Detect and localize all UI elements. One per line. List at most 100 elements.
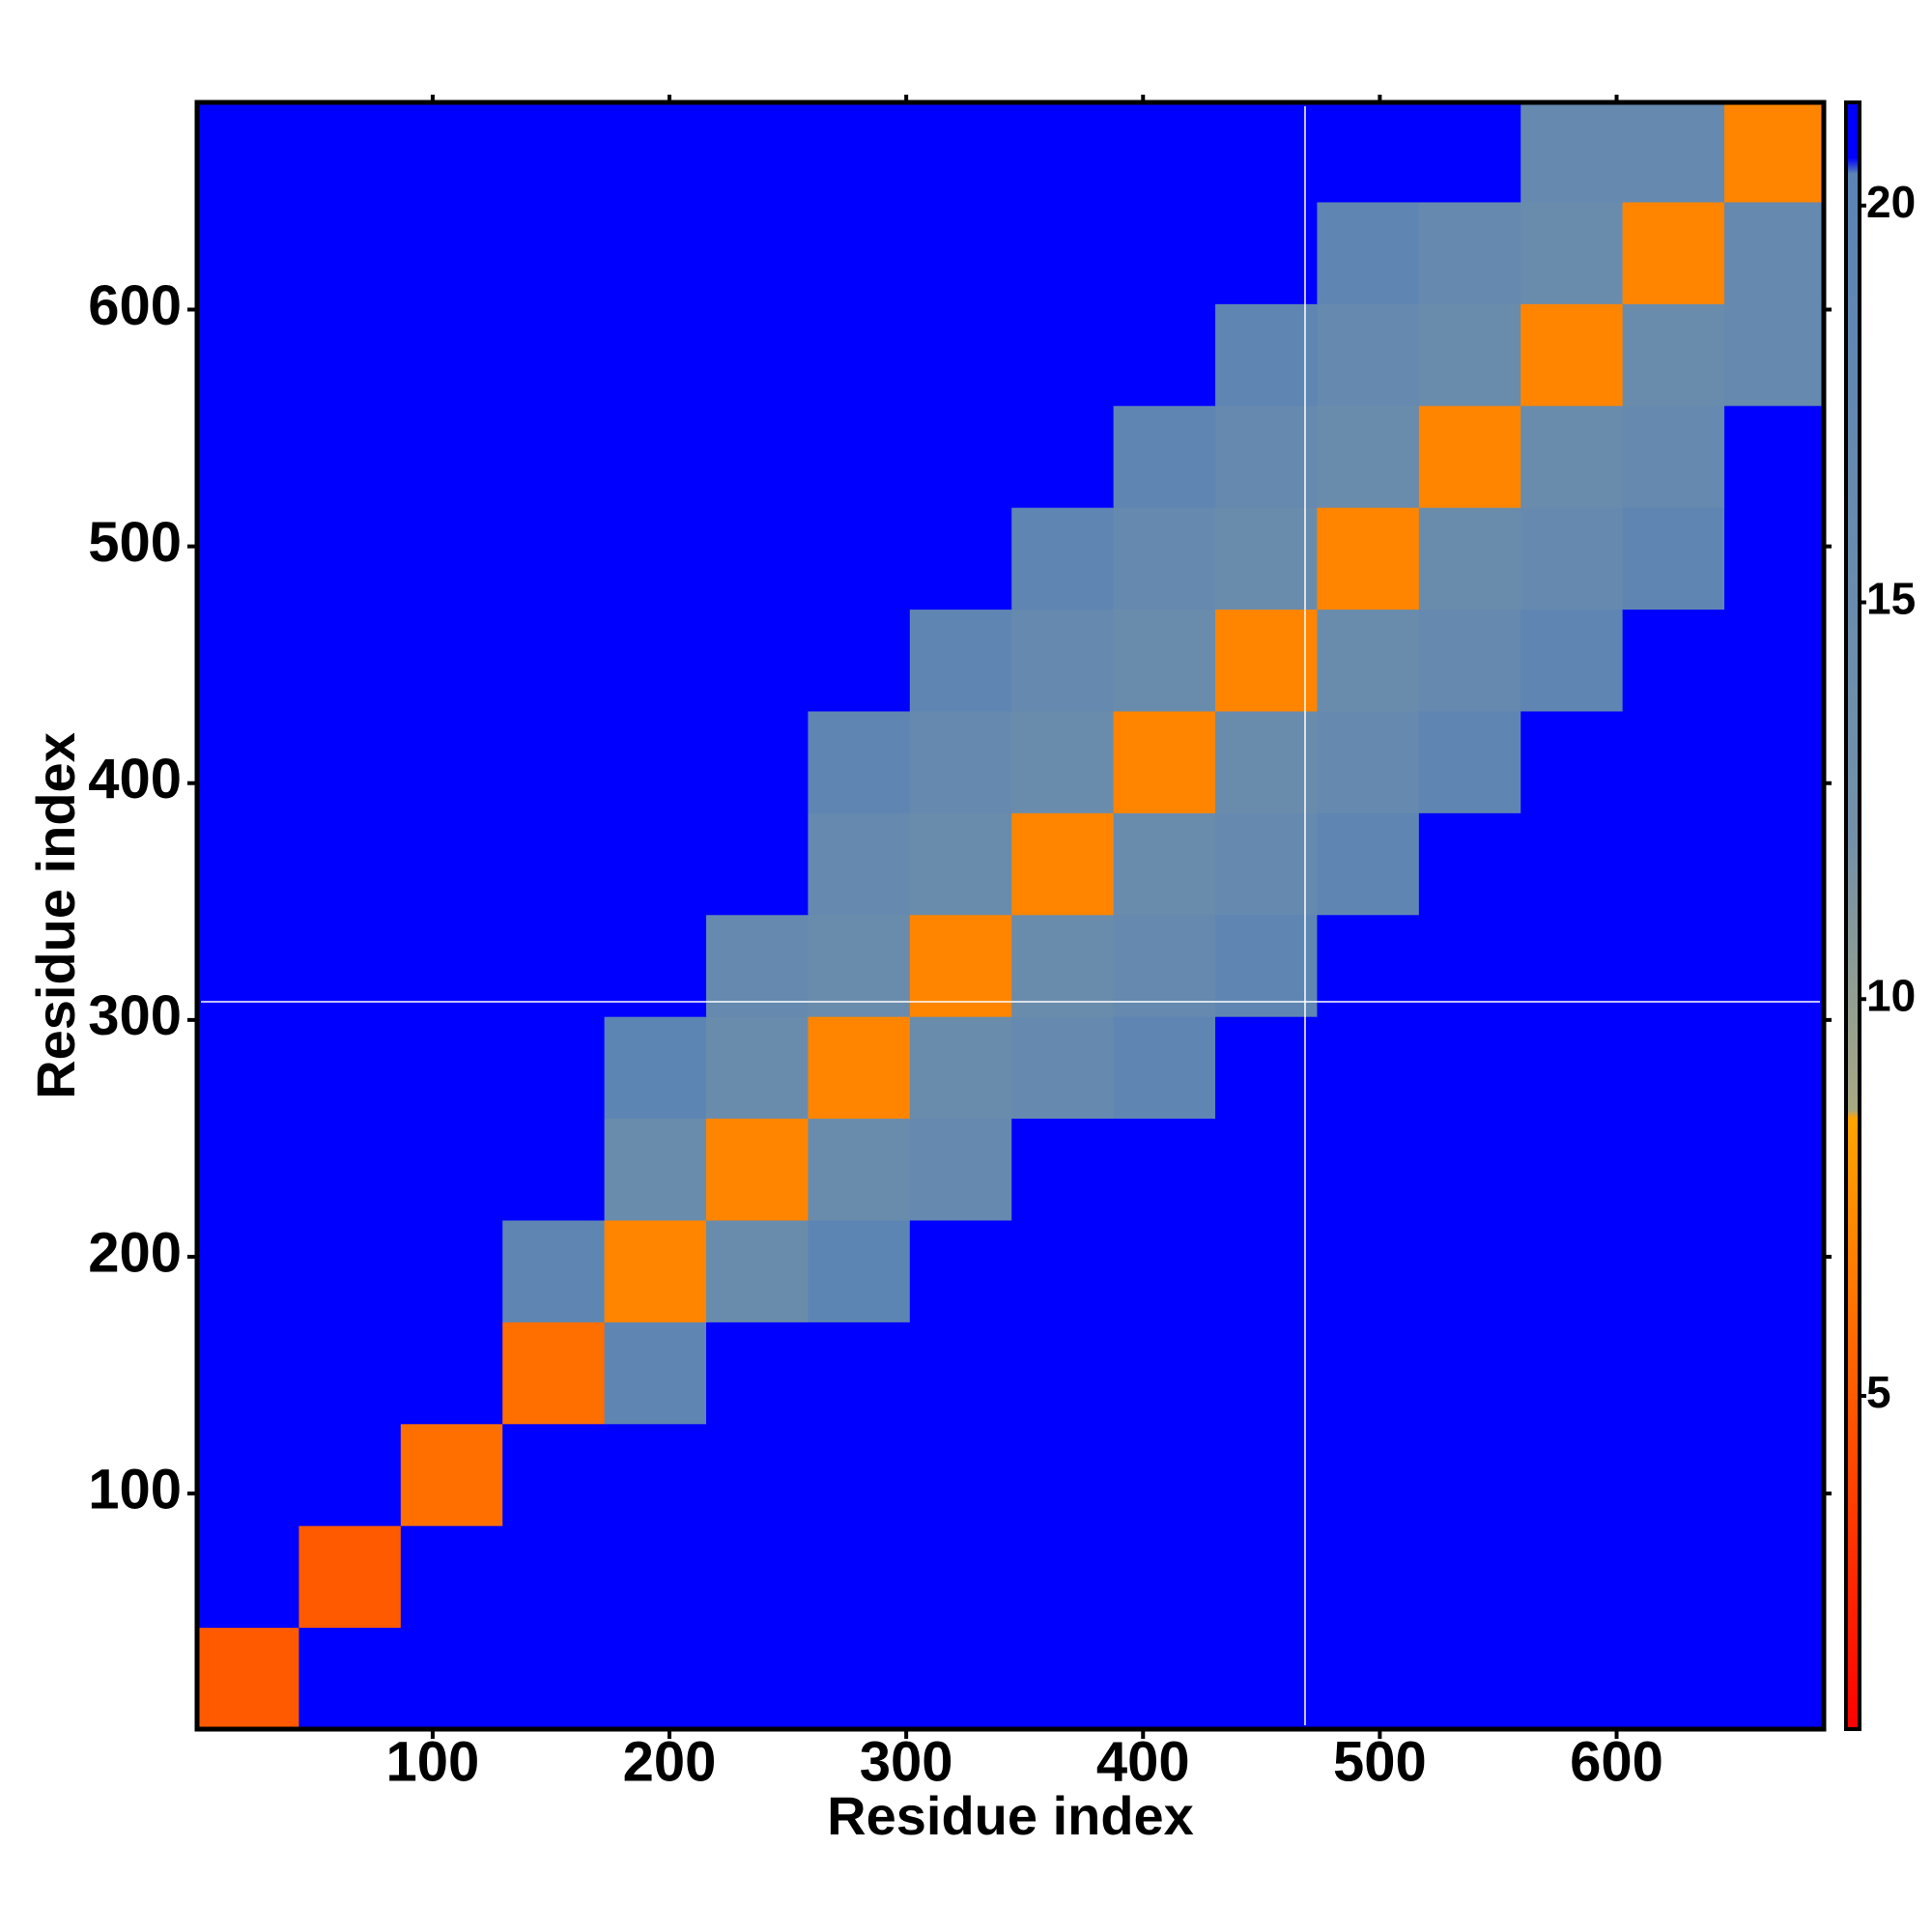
heatmap-cell: [1317, 1016, 1420, 1120]
heatmap-cell: [1724, 609, 1824, 712]
y-tick-label: 600: [88, 274, 182, 337]
heatmap-cell: [909, 1016, 1012, 1120]
heatmap-cell: [1622, 507, 1725, 611]
heatmap-cell: [502, 812, 606, 916]
heatmap-cell: [1113, 507, 1216, 611]
heatmap-cell: [502, 1627, 606, 1729]
heatmap-cell: [502, 1016, 606, 1120]
heatmap-cell: [1011, 201, 1115, 304]
heatmap-cell: [197, 1118, 299, 1221]
heatmap-cell: [197, 102, 299, 203]
colorbar-tick-label: 5: [1866, 1367, 1891, 1417]
heatmap-cell: [706, 303, 809, 407]
heatmap-cell: [1113, 812, 1216, 916]
heatmap-cell: [400, 1219, 503, 1322]
heatmap-cell: [502, 507, 606, 611]
heatmap-cell: [1011, 1118, 1115, 1221]
heatmap-cell: [808, 1627, 911, 1729]
heatmap-cell: [1215, 405, 1318, 508]
heatmap-cell: [502, 1321, 606, 1425]
heatmap-cell: [298, 102, 402, 203]
heatmap-cell: [1520, 1627, 1624, 1729]
heatmap-cell: [909, 609, 1012, 712]
heatmap-cell: [1724, 1219, 1824, 1322]
heatmap-cell: [400, 609, 503, 712]
heatmap-cell: [1418, 710, 1521, 813]
heatmap-cell: [1622, 1627, 1725, 1729]
heatmap-cell: [502, 1423, 606, 1526]
heatmap-cell: [1724, 201, 1824, 304]
heatmap-cell: [197, 914, 299, 1017]
heatmap-cell: [1520, 812, 1624, 916]
heatmap-cell: [1724, 1627, 1824, 1729]
heatmap-cell: [706, 1627, 809, 1729]
heatmap-cell: [1317, 201, 1420, 304]
heatmap-cell: [1113, 405, 1216, 508]
heatmap-cell: [1215, 812, 1318, 916]
heatmap-cell: [1724, 303, 1824, 407]
y-axis-title: Residue index: [25, 732, 86, 1099]
heatmap-cell: [1215, 1118, 1318, 1221]
heatmap-cell: [502, 1219, 606, 1322]
heatmap-cell: [298, 1423, 402, 1526]
heatmap-cell: [298, 1118, 402, 1221]
heatmap-cell: [706, 507, 809, 611]
heatmap-cell: [604, 1118, 707, 1221]
heatmap-cell: [1317, 609, 1420, 712]
heatmap-cell: [1724, 1118, 1824, 1221]
heatmap-cell: [1418, 1219, 1521, 1322]
heatmap-cell: [604, 1525, 707, 1629]
heatmap-cell: [1215, 1423, 1318, 1526]
heatmap-cell: [502, 609, 606, 712]
heatmap-cell: [1113, 914, 1216, 1017]
heatmap-cell: [502, 102, 606, 203]
heatmap-cell: [1215, 1627, 1318, 1729]
heatmap-cell: [1011, 102, 1115, 203]
heatmap-cell: [1113, 102, 1216, 203]
heatmap-cell: [1113, 1627, 1216, 1729]
heatmap-cell: [1724, 812, 1824, 916]
heatmap-cell: [604, 102, 707, 203]
heatmap-cell: [1520, 710, 1624, 813]
heatmap-cell: [808, 1219, 911, 1322]
heatmap-cell: [400, 1016, 503, 1120]
heatmap-cell: [1317, 1321, 1420, 1425]
heatmap-cell: [909, 812, 1012, 916]
y-tick-label: 500: [88, 511, 182, 574]
heatmap-cell: [1113, 1321, 1216, 1425]
heatmap-cell: [1724, 1016, 1824, 1120]
heatmap-cell: [1317, 102, 1420, 203]
heatmap-cell: [1724, 507, 1824, 611]
heatmap-cell: [1113, 303, 1216, 407]
heatmap-cell: [808, 201, 911, 304]
heatmap-cell: [1418, 1321, 1521, 1425]
heatmap-cell: [604, 1627, 707, 1729]
heatmap-cell: [1418, 405, 1521, 508]
heatmap-cell: [1011, 507, 1115, 611]
heatmap-cell: [1418, 102, 1521, 203]
heatmap-cell: [909, 1423, 1012, 1526]
x-tick-label: 100: [386, 1730, 480, 1793]
heatmap-cell: [706, 201, 809, 304]
heatmap-cell: [1418, 201, 1521, 304]
heatmap-cell: [1724, 914, 1824, 1017]
heatmap-cell: [1215, 102, 1318, 203]
heatmap-cell: [197, 303, 299, 407]
x-tick-label: 300: [860, 1730, 953, 1793]
heatmap-cell: [1520, 1525, 1624, 1629]
heatmap-cell: [400, 201, 503, 304]
heatmap-cell: [706, 1016, 809, 1120]
heatmap-cell: [808, 1525, 911, 1629]
heatmap-cell: [1520, 507, 1624, 611]
heatmap-cell: [400, 1627, 503, 1729]
heatmap-cell: [909, 303, 1012, 407]
heatmap-cell: [706, 1525, 809, 1629]
heatmap-cell: [808, 1321, 911, 1425]
heatmap-cell: [909, 1118, 1012, 1221]
heatmap-cell: [1215, 1016, 1318, 1120]
heatmap-cell: [604, 1321, 707, 1425]
heatmap-cell: [298, 201, 402, 304]
heatmap-cell: [604, 812, 707, 916]
heatmap-cell: [400, 1423, 503, 1526]
